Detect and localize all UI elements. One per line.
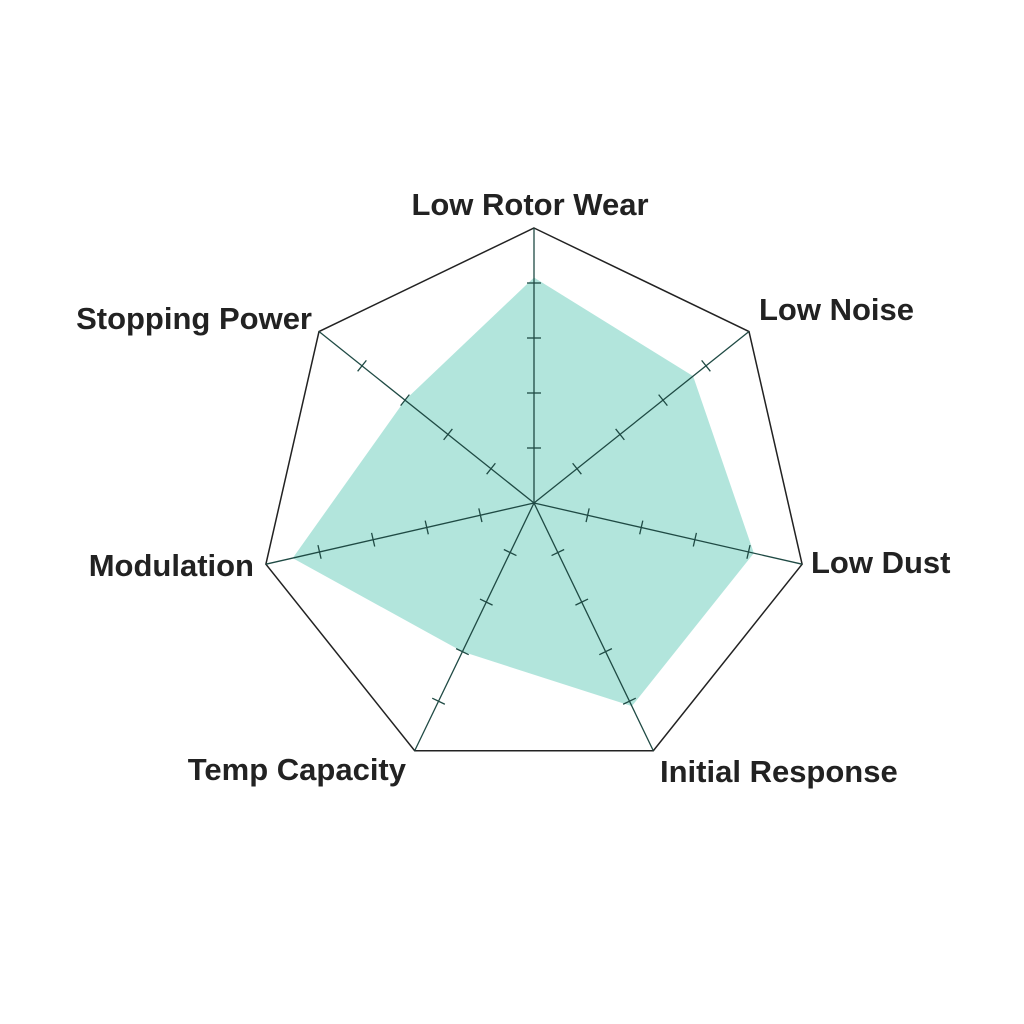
axis-tick <box>431 697 446 705</box>
axis-line <box>533 502 803 565</box>
axis-line <box>265 502 535 565</box>
axis-line <box>318 331 535 504</box>
axis-tick <box>317 544 322 559</box>
axis-label: Low Noise <box>759 292 914 327</box>
axis-tick <box>658 394 668 407</box>
axis-tick <box>424 520 429 535</box>
axis-tick <box>615 428 625 441</box>
axis-tick <box>370 532 376 547</box>
axis-tick <box>551 548 565 557</box>
axis-tick <box>622 697 637 705</box>
axis-label: Stopping Power <box>76 301 312 336</box>
axis-tick <box>692 532 698 547</box>
axis-tick <box>357 359 367 372</box>
axis-tick <box>746 544 751 559</box>
axis-tick <box>455 648 469 656</box>
axis-tick <box>639 520 644 535</box>
axis-tick <box>400 394 410 407</box>
axis-label: Modulation <box>89 548 254 583</box>
axis-line <box>414 502 535 752</box>
axis-tick <box>585 508 590 523</box>
axis-line <box>533 331 750 504</box>
axis-tick <box>486 462 496 475</box>
axis-line <box>533 502 654 752</box>
axis-label: Low Rotor Wear <box>411 187 648 222</box>
axis-tick <box>479 598 493 606</box>
axis-tick <box>575 598 589 606</box>
axis-label: Initial Response <box>660 754 898 789</box>
axis-label: Low Dust <box>811 545 951 580</box>
data-area <box>292 277 754 707</box>
axis-label: Temp Capacity <box>188 752 407 787</box>
axis-tick <box>701 359 711 372</box>
axis-tick <box>443 428 453 441</box>
axis-tick <box>572 462 582 475</box>
axis-tick <box>599 648 613 656</box>
axis-tick <box>478 508 483 523</box>
outer-frame <box>265 227 803 752</box>
axis-tick <box>503 548 517 557</box>
